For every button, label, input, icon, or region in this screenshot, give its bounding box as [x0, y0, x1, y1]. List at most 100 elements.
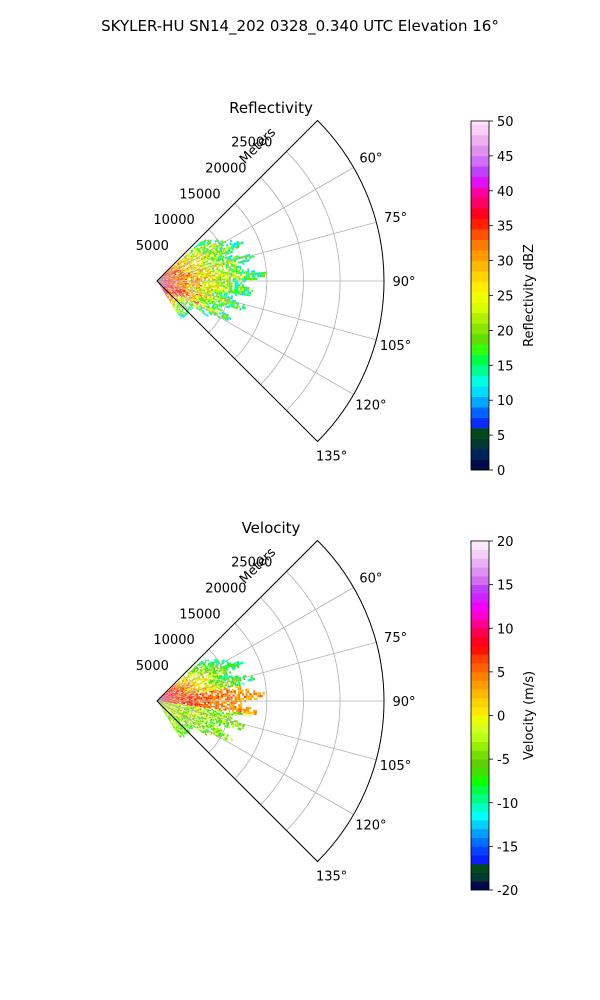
radar-gate: [168, 715, 170, 718]
radar-gate: [179, 279, 182, 281]
colorbar-tick-label: 20: [497, 535, 514, 550]
radar-gate: [166, 705, 169, 707]
radar-gate: [215, 275, 218, 278]
radar-gate: [212, 299, 215, 302]
radar-gate: [203, 312, 206, 315]
radar-gate: [178, 261, 181, 264]
radar-gate: [178, 695, 181, 697]
radar-gate: [172, 269, 175, 272]
radar-gate: [232, 705, 235, 708]
radar-gate: [172, 706, 175, 708]
radar-gate: [168, 286, 171, 288]
radar-gate: [179, 278, 182, 280]
radar-gate: [253, 270, 256, 273]
radar-gate: [216, 729, 219, 732]
radar-gate: [186, 732, 189, 735]
sector-outline: [156, 119, 385, 443]
radar-gate: [173, 272, 176, 274]
radar-gate: [254, 712, 257, 715]
radar-gate: [189, 257, 192, 260]
radar-gate: [172, 301, 175, 304]
radar-gate: [220, 729, 223, 732]
radar-gate: [183, 682, 186, 685]
radar-gate: [173, 300, 176, 303]
radar-gate: [194, 301, 197, 304]
radar-gate: [179, 278, 182, 280]
radar-gate: [255, 272, 258, 276]
radar-gate: [192, 297, 195, 300]
radar-gate: [245, 273, 248, 276]
radar-gate: [186, 713, 189, 715]
radar-gate: [222, 708, 225, 711]
radar-gate: [177, 281, 180, 283]
radar-gate: [175, 703, 178, 705]
radar-gate: [181, 698, 184, 699]
radar-gate: [160, 278, 162, 280]
radar-gate: [239, 260, 243, 264]
radar-gate: [169, 271, 171, 273]
radar-gate: [225, 715, 228, 718]
radar-gate: [167, 275, 169, 277]
radar-gate: [194, 293, 197, 295]
radar-gate: [191, 714, 194, 716]
radar-gate: [201, 271, 204, 273]
radar-gate: [176, 695, 179, 697]
radar-gate: [169, 702, 172, 704]
radar-gate: [237, 245, 240, 249]
radar-gate: [217, 283, 220, 285]
radar-gate: [197, 709, 200, 712]
radar-gate: [245, 693, 248, 696]
radar-gate: [240, 286, 243, 289]
radar-gate: [226, 734, 229, 737]
radar-gate: [220, 256, 224, 259]
radar-gate: [237, 685, 240, 689]
radar-gate: [186, 689, 189, 691]
radar-gate: [183, 721, 186, 723]
radar-gate: [177, 281, 180, 282]
radar-gate: [209, 695, 212, 697]
radar-gate: [181, 691, 184, 693]
radar-gate: [223, 688, 227, 691]
radar-gate: [186, 263, 189, 266]
radar-gate: [164, 711, 167, 713]
radar-gate: [208, 308, 211, 311]
radar-gate: [185, 278, 187, 280]
radar-gate: [206, 307, 209, 310]
radar-gate: [194, 698, 197, 700]
radar-gate: [190, 281, 193, 283]
radar-gate: [197, 671, 200, 674]
radar-gate: [215, 253, 218, 256]
radar-gate: [195, 248, 198, 251]
radar-gate: [178, 275, 181, 277]
radar-gate: [259, 692, 262, 695]
radar-gate: [171, 702, 174, 703]
radar-gate: [207, 305, 210, 308]
radar-gate: [186, 711, 189, 713]
radar-gate: [178, 705, 181, 707]
radar-gate: [202, 277, 205, 279]
radar-gate: [222, 273, 225, 276]
radar-gate: [183, 277, 185, 279]
radar-gate: [209, 309, 213, 312]
radar-gate: [173, 715, 176, 717]
radar-gate: [231, 663, 235, 666]
radar-gate: [202, 705, 204, 707]
radar-gate: [169, 269, 172, 271]
radar-gate: [196, 258, 199, 260]
radar-gate: [186, 268, 189, 270]
radar-gate: [206, 665, 210, 668]
radar-gate: [222, 291, 225, 294]
radar-gate: [257, 692, 260, 695]
radar-gate: [163, 291, 166, 294]
radar-gate: [239, 662, 243, 665]
radar-gate: [213, 697, 216, 699]
radar-gate: [232, 676, 236, 679]
radar-gate: [220, 289, 223, 292]
radar-gate: [220, 288, 223, 291]
radar-gate: [217, 679, 221, 682]
radar-gate: [185, 701, 187, 703]
radar-gate: [215, 669, 219, 672]
radar-gate: [241, 691, 244, 694]
radar-gate: [239, 242, 243, 245]
radar-gate: [197, 672, 201, 675]
